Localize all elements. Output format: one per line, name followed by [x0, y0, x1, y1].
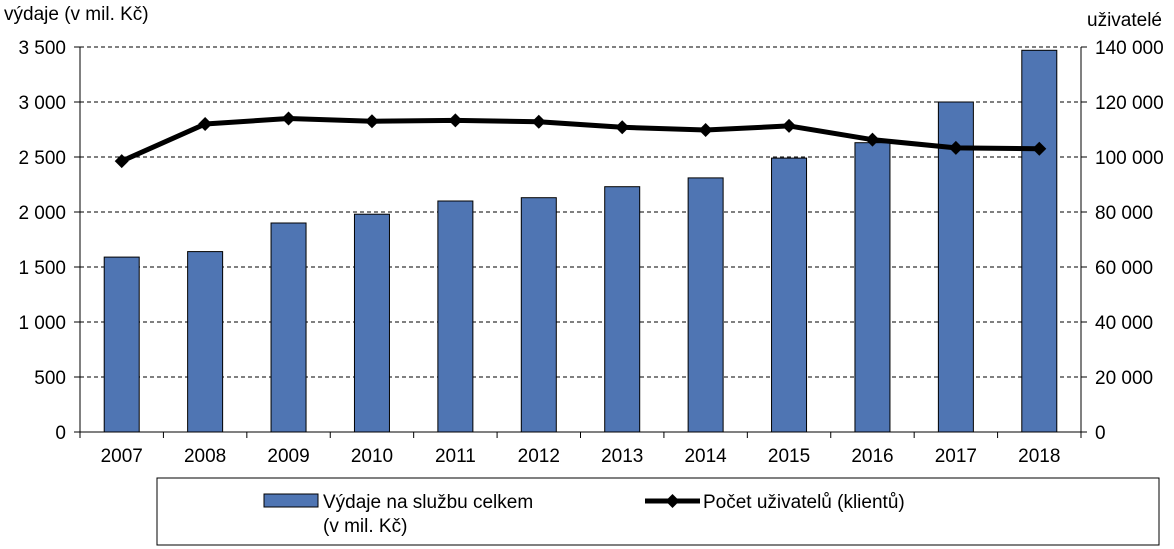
bar — [270, 222, 307, 433]
legend-bar-label: Výdaje na službu celkem — [323, 492, 533, 513]
x-tick-label: 2017 — [935, 446, 977, 467]
left-tick-label: 3 000 — [18, 93, 66, 114]
right-tick-label: 20 000 — [1095, 368, 1153, 389]
bar — [687, 177, 724, 433]
bar — [437, 200, 474, 433]
line-point — [1032, 141, 1047, 156]
bar — [353, 213, 390, 433]
left-tick-label: 1 000 — [18, 313, 66, 334]
line-point — [114, 154, 129, 169]
line-point — [448, 113, 463, 128]
legend-bar-label-line2: (v mil. Kč) — [323, 516, 407, 537]
bar — [771, 157, 808, 433]
legend-bar-swatch — [263, 493, 319, 508]
axes — [74, 46, 1087, 438]
right-tick-label: 40 000 — [1095, 313, 1153, 334]
line-point — [865, 132, 880, 147]
x-tick-label: 2014 — [684, 446, 727, 467]
right-tick-label: 0 — [1095, 423, 1106, 444]
line-point — [615, 120, 630, 135]
line-point — [281, 111, 296, 126]
bar — [103, 256, 140, 433]
x-tick-label: 2013 — [601, 446, 643, 467]
x-tick-label: 2011 — [435, 446, 476, 467]
left-axis-title: výdaje (v mil. Kč) — [4, 4, 149, 25]
bar — [1021, 49, 1058, 433]
left-tick-label: 3 500 — [18, 38, 66, 59]
line-point — [698, 123, 713, 138]
right-axis-title: uživatelé — [1087, 10, 1162, 31]
line-point — [782, 118, 797, 133]
right-tick-label: 60 000 — [1095, 258, 1153, 279]
left-tick-label: 2 000 — [18, 203, 66, 224]
left-tick-label: 2 500 — [18, 148, 66, 169]
line-point — [198, 117, 213, 131]
x-tick-label: 2016 — [851, 446, 893, 467]
right-tick-label: 100 000 — [1095, 148, 1164, 169]
right-tick-label: 120 000 — [1095, 93, 1164, 114]
users-line — [120, 116, 1040, 164]
line-point — [364, 114, 379, 129]
x-tick-label: 2018 — [1018, 446, 1060, 467]
x-tick-label: 2007 — [101, 446, 143, 467]
bar-series — [103, 49, 1058, 433]
left-tick-label: 500 — [34, 368, 66, 389]
x-tick-label: 2012 — [518, 446, 560, 467]
gridlines — [80, 46, 1081, 378]
left-tick-label: 0 — [55, 423, 66, 444]
bar — [520, 197, 557, 433]
legend-line-marker — [665, 494, 680, 508]
right-tick-label: 80 000 — [1095, 203, 1153, 224]
x-tick-label: 2015 — [768, 446, 810, 467]
legend: Výdaje na službu celkem (v mil. Kč) Poče… — [156, 477, 1160, 546]
bar — [937, 101, 974, 433]
x-axis-ticks: 2007 2008 2009 2010 2011 2012 2013 2014 2015 2016… — [101, 446, 1061, 467]
x-tick-label: 2009 — [267, 446, 309, 467]
line-point — [948, 140, 963, 155]
left-tick-label: 1 500 — [18, 258, 66, 279]
bar — [854, 142, 891, 433]
bar — [604, 186, 641, 433]
left-axis-ticks: 0 500 1 000 1 500 2 000 2 500 3 000 3 500 — [18, 38, 66, 444]
right-tick-label: 140 000 — [1095, 38, 1164, 59]
bar — [187, 251, 224, 433]
x-tick-label: 2010 — [351, 446, 393, 467]
legend-frame — [156, 477, 1160, 546]
line-series — [114, 111, 1047, 169]
legend-line-label: Počet uživatelů (klientů) — [703, 492, 905, 513]
x-tick-label: 2008 — [184, 446, 226, 467]
right-axis-ticks: 0 20 000 40 000 60 000 80 000 100 000 120 000 1… — [1095, 38, 1164, 444]
line-point — [531, 114, 546, 129]
